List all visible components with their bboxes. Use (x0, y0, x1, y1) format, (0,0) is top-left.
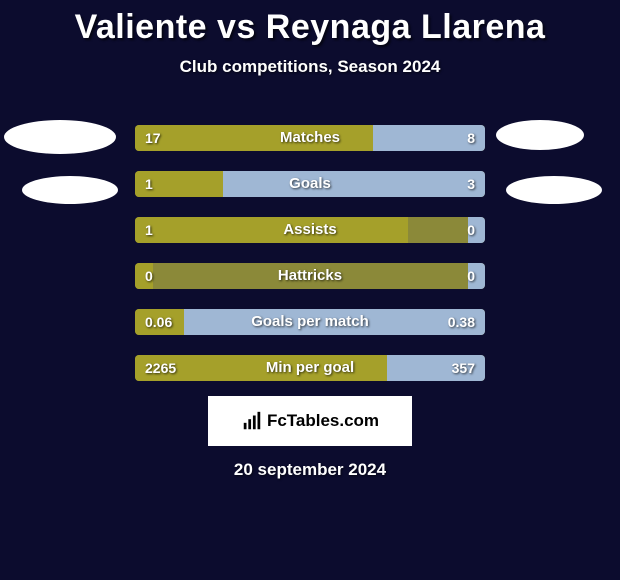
stat-bar-left (135, 171, 223, 197)
stat-bar-right (387, 355, 485, 381)
comparison-infographic: Valiente vs Reynaga Llarena Club competi… (0, 0, 620, 580)
stat-bar-right (373, 125, 485, 151)
stat-row: Min per goal2265357 (135, 355, 485, 381)
stat-bar-left (135, 263, 153, 289)
decorative-ellipse (506, 176, 602, 204)
stat-bar-left (135, 125, 373, 151)
stat-bar-left (135, 217, 408, 243)
stats-block: Matches178 Goals13 Assists10 Hattricks00 Goa… (135, 125, 485, 401)
chart-icon (241, 410, 263, 432)
stat-row: Assists10 (135, 217, 485, 243)
page-title: Valiente vs Reynaga Llarena (0, 0, 620, 47)
date-text: 20 september 2024 (0, 460, 620, 480)
stat-row: Goals13 (135, 171, 485, 197)
stat-bar-right (184, 309, 485, 335)
stat-bar-right (223, 171, 486, 197)
stat-row: Hattricks00 (135, 263, 485, 289)
branding-text: FcTables.com (267, 411, 379, 431)
stat-bar-right (468, 217, 486, 243)
stat-bar-right (468, 263, 486, 289)
stat-label: Hattricks (135, 263, 485, 289)
stat-row: Matches178 (135, 125, 485, 151)
decorative-ellipse (496, 120, 584, 150)
decorative-ellipse (4, 120, 116, 154)
branding-badge: FcTables.com (208, 396, 412, 446)
decorative-ellipse (22, 176, 118, 204)
stat-row: Goals per match0.060.38 (135, 309, 485, 335)
page-subtitle: Club competitions, Season 2024 (0, 57, 620, 77)
stat-bar-left (135, 355, 387, 381)
stat-bar-left (135, 309, 184, 335)
